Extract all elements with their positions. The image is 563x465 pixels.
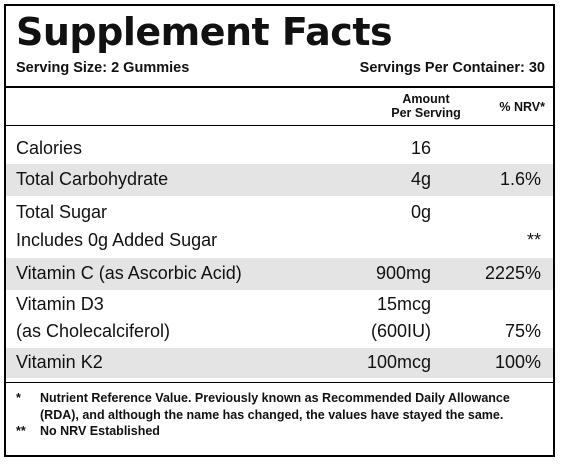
divider-header — [6, 125, 553, 126]
nrv-header: % NRV* — [499, 100, 545, 114]
nutrient-subnrv: 75% — [504, 321, 541, 341]
nutrient-subamount: (600IU) — [370, 321, 431, 341]
footnote-mark: ** — [16, 424, 26, 438]
footnotes: * Nutrient Reference Value. Previously k… — [16, 390, 543, 440]
nutrient-amount: 16 — [410, 138, 431, 158]
nutrient-subname: Includes 0g Added Sugar — [16, 230, 218, 250]
nutrient-row-calories: Calories 16 — [6, 134, 553, 164]
amount-header-line1: Amount — [402, 92, 450, 106]
nutrient-name: Calories — [16, 138, 83, 158]
nutrient-nrv: 2225% — [484, 263, 541, 283]
nutrient-name: Vitamin C (as Ascorbic Acid) — [16, 263, 242, 283]
nutrient-nrv: 1.6% — [499, 169, 541, 189]
nutrient-amount: 4g — [410, 169, 431, 189]
panel-title: Supplement Facts — [16, 10, 393, 54]
nutrient-name: Total Sugar — [16, 202, 108, 222]
footnote-text: No NRV Established — [40, 424, 160, 438]
nutrient-subnrv: ** — [526, 230, 541, 250]
nutrient-row-vitamin-c: Vitamin C (as Ascorbic Acid) 900mg 2225% — [6, 258, 553, 290]
divider-footer — [6, 382, 553, 383]
nutrient-row-sugar: Total Sugar 0g Includes 0g Added Sugar *… — [6, 196, 553, 258]
nutrient-row-vitamin-d3: Vitamin D3 15mcg (as Cholecalciferol) (6… — [6, 290, 553, 348]
footnote-mark: * — [16, 391, 21, 405]
divider-thick — [6, 86, 553, 88]
servings-per-container: Servings Per Container: 30 — [359, 60, 545, 76]
nutrient-name: Vitamin D3 — [16, 294, 104, 314]
amount-per-serving-header: Amount Per Serving — [376, 92, 476, 120]
column-headers: Amount Per Serving % NRV* — [6, 90, 553, 124]
nutrient-amount: 0g — [410, 202, 431, 222]
footnote-nrv: * Nutrient Reference Value. Previously k… — [16, 390, 543, 423]
nutrient-amount: 900mg — [375, 263, 431, 283]
nutrient-nrv: 100% — [494, 352, 541, 372]
nutrient-amount: 15mcg — [376, 294, 431, 314]
amount-header-line2: Per Serving — [391, 106, 461, 120]
nutrient-name: Total Carbohydrate — [16, 169, 169, 189]
serving-size: Serving Size: 2 Gummies — [16, 60, 190, 76]
serving-info: Serving Size: 2 Gummies Servings Per Con… — [16, 60, 545, 80]
nutrient-amount: 100mcg — [366, 352, 431, 372]
supplement-facts-panel: Supplement Facts Serving Size: 2 Gummies… — [4, 4, 555, 457]
footnote-text: Nutrient Reference Value. Previously kno… — [40, 391, 510, 422]
footnote-no-nrv: ** No NRV Established — [16, 423, 543, 440]
nutrient-name: Vitamin K2 — [16, 352, 103, 372]
nutrient-row-vitamin-k2: Vitamin K2 100mcg 100% — [6, 348, 553, 378]
nutrient-subname: (as Cholecalciferol) — [16, 321, 171, 341]
nutrient-row-carbohydrate: Total Carbohydrate 4g 1.6% — [6, 164, 553, 196]
